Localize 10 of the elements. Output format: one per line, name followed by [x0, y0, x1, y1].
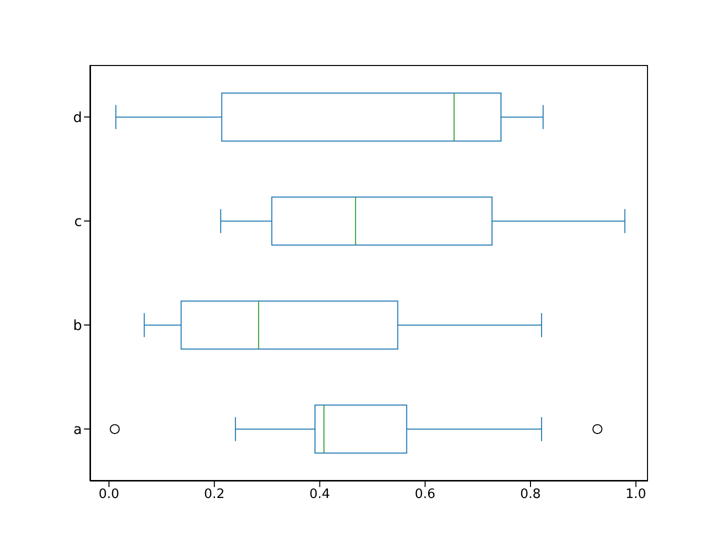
- x-tick-label: 0.6: [414, 487, 436, 502]
- y-tick-label: b: [73, 318, 82, 334]
- x-tick-label: 0.4: [309, 487, 330, 502]
- y-tick-label: d: [73, 110, 82, 126]
- y-tick-label: c: [74, 214, 82, 230]
- x-tick-label: 0.2: [204, 487, 225, 502]
- x-tick-label: 0.0: [98, 487, 120, 502]
- x-tick-label: 0.8: [520, 487, 541, 502]
- y-tick-label: a: [73, 422, 82, 438]
- x-tick-label: 1.0: [626, 487, 646, 502]
